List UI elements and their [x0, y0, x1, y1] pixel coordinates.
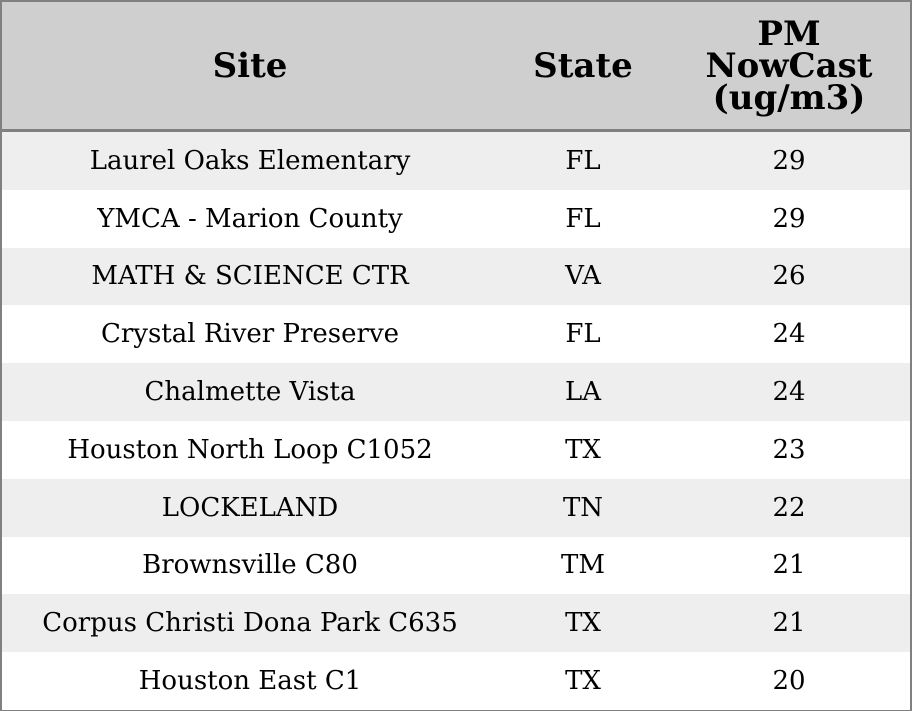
table-row: Brownsville C80 TM 21 [2, 536, 910, 595]
state-cell: LA [564, 377, 602, 408]
column-header-site: Site [212, 45, 288, 86]
site-cell: Brownsville C80 [142, 550, 358, 581]
site-cell: YMCA - Marion County [97, 203, 403, 234]
table-row: LOCKELAND TN 22 [2, 478, 910, 537]
pm-value-cell: 26 [772, 261, 806, 292]
site-cell: Crystal River Preserve [100, 319, 400, 350]
pm-value-cell: 29 [772, 203, 806, 234]
table-row: Houston North Loop C1052 TX 23 [2, 420, 910, 479]
site-cell: Houston East C1 [138, 666, 362, 697]
state-cell: FL [565, 145, 601, 176]
state-cell: TX [565, 434, 601, 465]
state-cell: TN [562, 492, 604, 523]
state-cell: FL [565, 319, 601, 350]
pm-value-cell: 29 [772, 145, 806, 176]
table-body: Laurel Oaks Elementary FL 29 YMCA - Marion … [2, 132, 910, 710]
table-row: MATH & SCIENCE CTR VA 26 [2, 247, 910, 306]
table-row: Chalmette Vista LA 24 [2, 363, 910, 421]
table-row: Laurel Oaks Elementary FL 29 [2, 132, 910, 190]
pm-value-cell: 21 [772, 608, 806, 639]
state-cell: TX [565, 666, 601, 697]
site-cell: Houston North Loop C1052 [67, 434, 433, 465]
site-cell: Chalmette Vista [144, 377, 356, 408]
table-header-row: Site State PM NowCast (ug/m3) [2, 2, 910, 132]
table-row: Crystal River Preserve FL 24 [2, 305, 910, 364]
pm-value-cell: 24 [772, 377, 806, 408]
pm-value-cell: 23 [772, 434, 806, 465]
site-cell: Laurel Oaks Elementary [89, 145, 411, 176]
pm-value-cell: 21 [772, 550, 806, 581]
site-cell: MATH & SCIENCE CTR [91, 261, 409, 292]
state-cell: FL [565, 203, 601, 234]
site-cell: LOCKELAND [161, 492, 339, 523]
table-row: Corpus Christi Dona Park C635 TX 21 [2, 594, 910, 653]
column-header-pm-nowcast: PM NowCast (ug/m3) [705, 13, 873, 118]
table-row: YMCA - Marion County FL 29 [2, 189, 910, 248]
pm-value-cell: 22 [772, 492, 806, 523]
state-cell: TX [565, 608, 601, 639]
table-row: Houston East C1 TX 20 [2, 652, 910, 710]
state-cell: TM [561, 550, 605, 581]
state-cell: VA [565, 261, 601, 292]
site-cell: Corpus Christi Dona Park C635 [42, 608, 458, 639]
pm-value-cell: 20 [772, 666, 806, 697]
pm-value-cell: 24 [772, 319, 806, 350]
column-header-state: State [533, 45, 633, 86]
